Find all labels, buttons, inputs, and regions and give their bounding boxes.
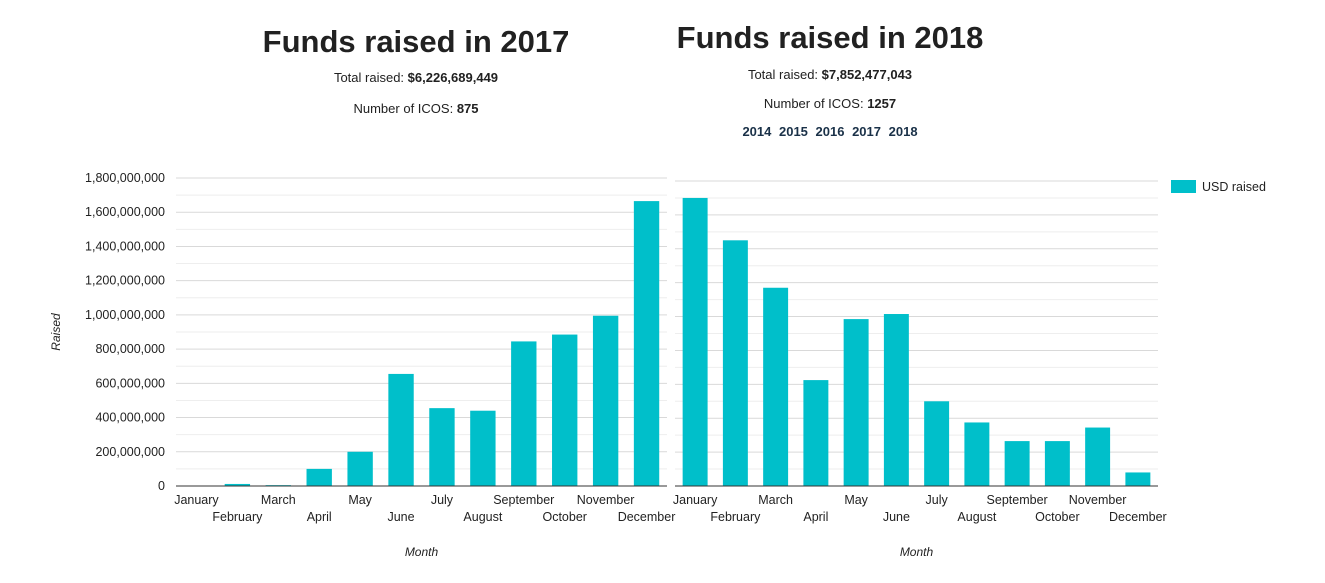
right-bar-september <box>1004 441 1030 486</box>
left-x-tick-label: July <box>431 493 454 507</box>
left-icos-label: Number of ICOS: <box>353 101 454 116</box>
left-x-axis-title: Month <box>405 545 439 559</box>
left-y-tick-label: 1,200,000,000 <box>85 274 165 288</box>
right-bar-january <box>682 197 708 486</box>
right-number-icos: Number of ICOS: 1257 <box>600 96 1060 111</box>
left-bar-december <box>633 201 660 486</box>
right-bar-july <box>924 401 950 486</box>
legend-swatch <box>1171 180 1196 193</box>
left-y-tick-label: 1,000,000,000 <box>85 308 165 322</box>
right-x-tick-label: May <box>844 493 868 507</box>
year-link-2015[interactable]: 2015 <box>778 124 808 139</box>
left-bar-february <box>224 483 251 486</box>
left-total-value: $6,226,689,449 <box>407 70 499 85</box>
right-x-tick-label: September <box>987 493 1048 507</box>
left-x-tick-label: August <box>463 510 502 524</box>
left-y-tick-label: 600,000,000 <box>95 376 165 390</box>
right-bar-april <box>803 380 829 486</box>
left-icos-value: 875 <box>456 101 479 116</box>
left-y-tick-label: 800,000,000 <box>95 342 165 356</box>
left-y-tick-label: 400,000,000 <box>95 411 165 425</box>
left-x-tick-label: May <box>348 493 372 507</box>
left-y-tick-label: 1,400,000,000 <box>85 239 165 253</box>
left-bar-july <box>429 408 455 486</box>
year-links: 2014 2015 2016 2017 2018 <box>600 124 1060 139</box>
year-link-2014[interactable]: 2014 <box>742 124 772 139</box>
right-x-tick-label: August <box>957 510 996 524</box>
left-bar-november <box>592 315 619 486</box>
left-y-tick-label: 0 <box>158 479 165 493</box>
left-x-tick-label: November <box>577 493 635 507</box>
right-total-raised: Total raised: $7,852,477,043 <box>600 67 1060 82</box>
right-bar-may <box>843 319 869 486</box>
right-x-axis-title: Month <box>900 545 934 559</box>
left-x-tick-label: October <box>542 510 586 524</box>
right-bar-december <box>1125 472 1151 486</box>
right-x-tick-label: April <box>803 510 828 524</box>
right-x-tick-label: October <box>1035 510 1079 524</box>
right-x-tick-label: March <box>758 493 793 507</box>
left-chart-title: Funds raised in 2017 <box>262 24 570 59</box>
left-x-tick-label: April <box>307 510 332 524</box>
right-x-tick-label: February <box>710 510 761 524</box>
left-bar-october <box>552 334 578 486</box>
right-x-tick-label: November <box>1069 493 1127 507</box>
left-total-raised: Total raised: $6,226,689,449 <box>176 70 656 85</box>
right-bar-february <box>722 240 748 486</box>
left-bar-april <box>306 468 332 486</box>
left-x-tick-label: December <box>618 510 676 524</box>
right-icos-value: 1257 <box>867 96 897 111</box>
left-bar-may <box>347 451 373 486</box>
left-x-tick-label: February <box>212 510 263 524</box>
left-y-tick-label: 1,600,000,000 <box>85 205 165 219</box>
left-y-axis-title: Raised <box>49 313 63 351</box>
left-total-label: Total raised: <box>333 70 405 85</box>
right-bar-august <box>964 422 990 486</box>
left-x-tick-label: March <box>261 493 296 507</box>
right-x-tick-label: July <box>926 493 949 507</box>
right-bar-june <box>883 314 909 486</box>
legend-label: USD raised <box>1202 180 1266 194</box>
right-icos-label: Number of ICOS: <box>763 96 864 111</box>
left-x-tick-label: September <box>493 493 554 507</box>
left-y-tick-label: 200,000,000 <box>95 445 165 459</box>
right-bar-november <box>1085 427 1111 486</box>
right-total-value: $7,852,477,043 <box>821 67 913 82</box>
right-x-tick-label: January <box>673 493 718 507</box>
left-bar-september <box>511 341 537 486</box>
year-link-2016[interactable]: 2016 <box>815 124 845 139</box>
left-bar-august <box>470 410 496 486</box>
year-link-2018[interactable]: 2018 <box>888 124 918 139</box>
left-y-tick-label: 1,800,000,000 <box>85 171 165 185</box>
left-x-tick-label: June <box>387 510 414 524</box>
right-chart-title: Funds raised in 2018 <box>676 20 984 55</box>
left-x-tick-label: January <box>174 493 219 507</box>
right-x-tick-label: June <box>883 510 910 524</box>
right-total-label: Total raised: <box>747 67 819 82</box>
year-link-2017[interactable]: 2017 <box>852 124 881 139</box>
right-x-tick-label: December <box>1109 510 1167 524</box>
right-bar-march <box>763 287 789 486</box>
left-bar-june <box>388 373 414 486</box>
left-number-icos: Number of ICOS: 875 <box>176 101 656 116</box>
right-bar-october <box>1044 441 1070 486</box>
